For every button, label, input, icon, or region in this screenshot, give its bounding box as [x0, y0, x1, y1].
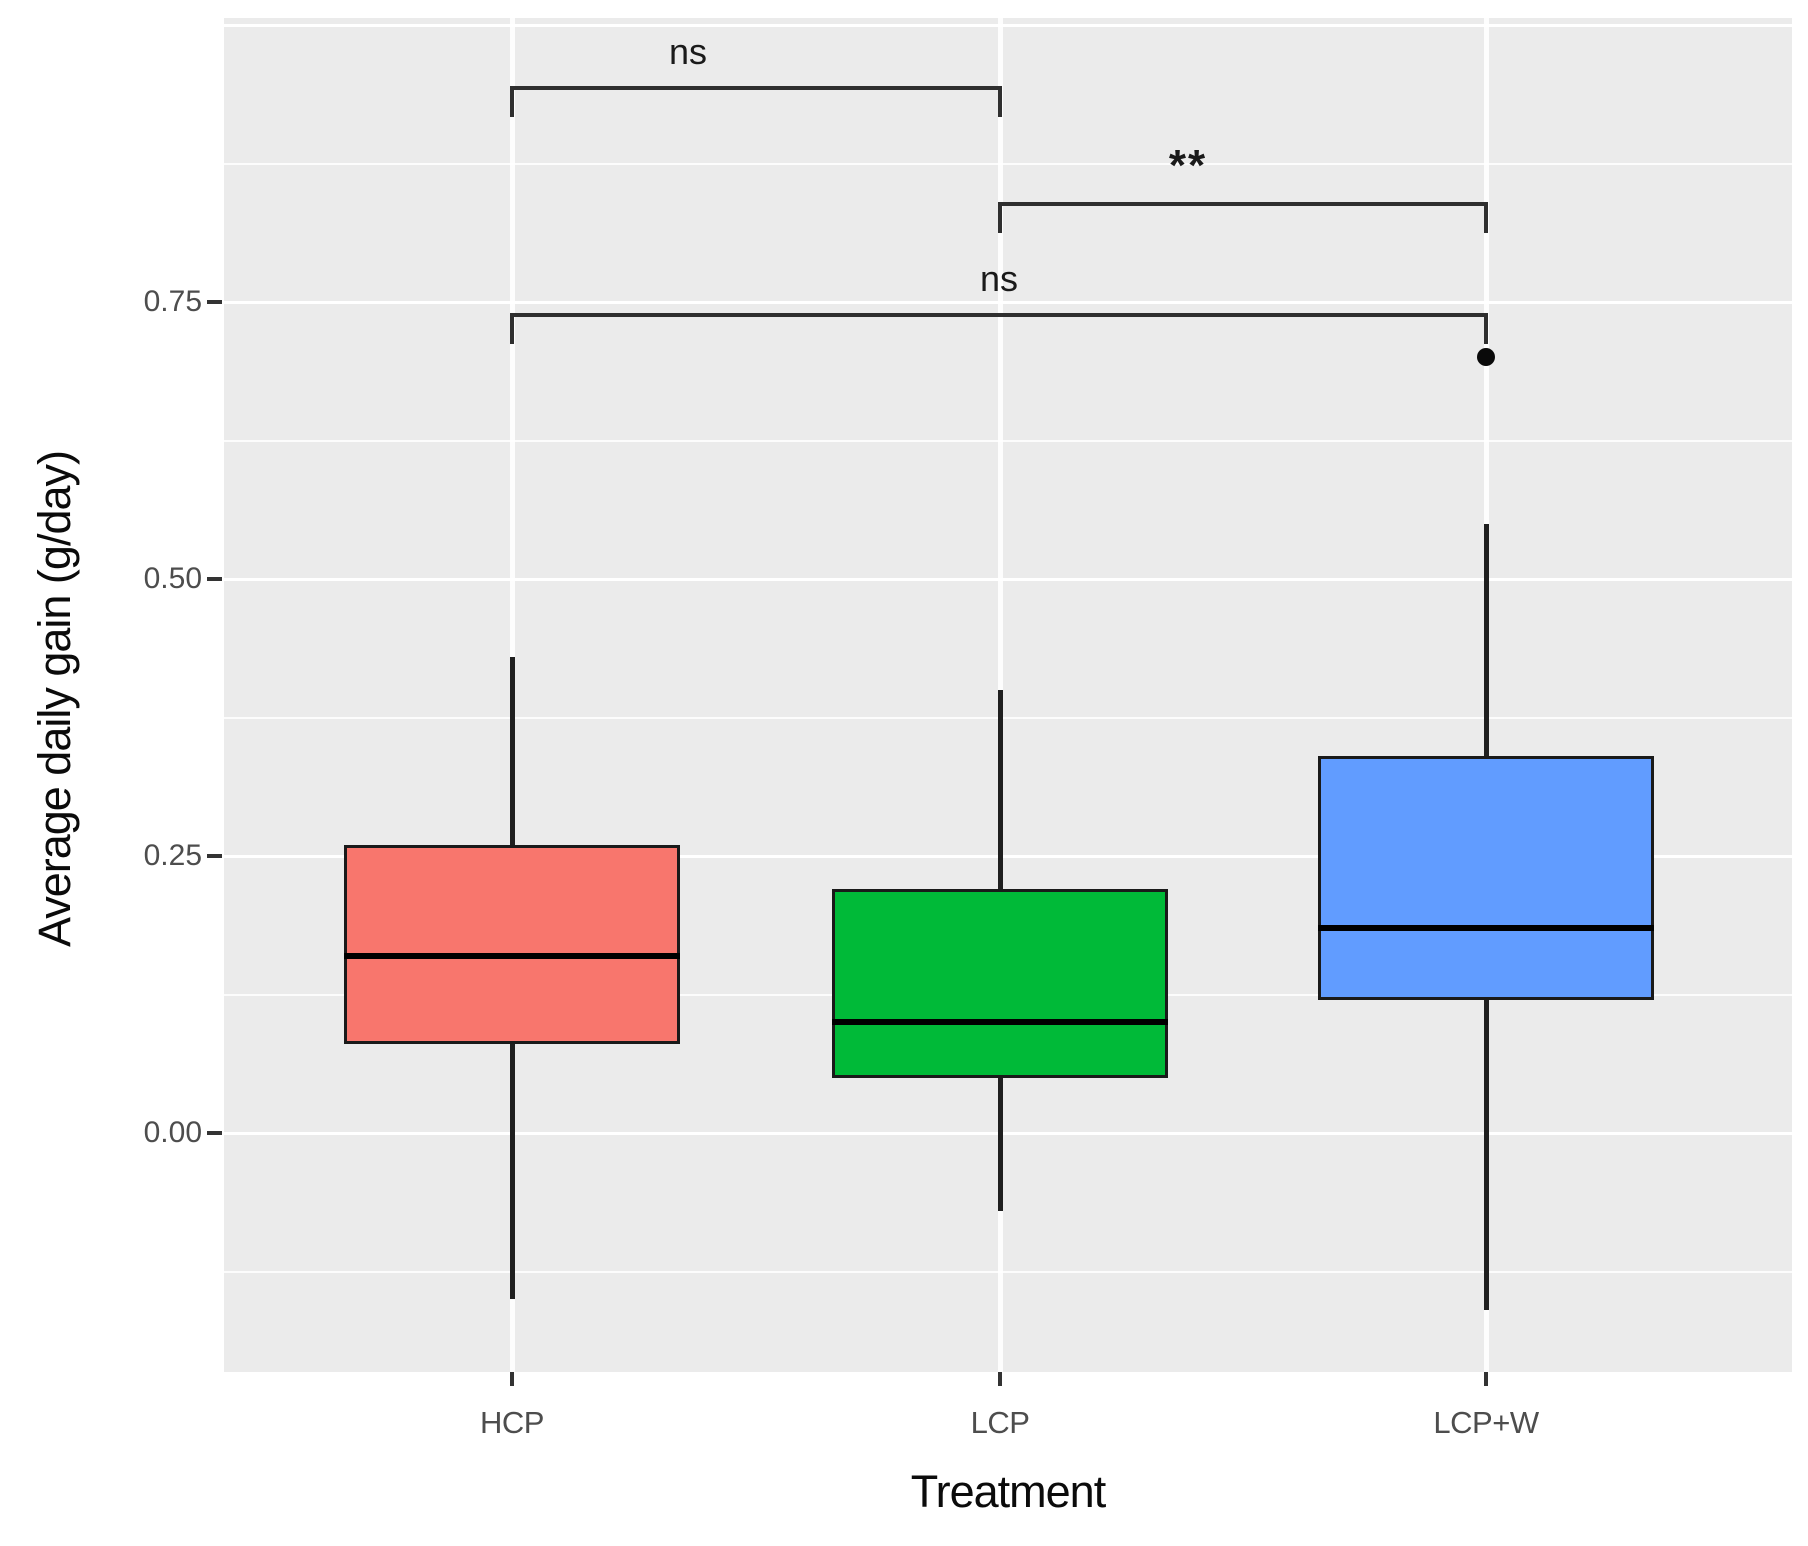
- significance-label-HCP-LCP+W: ns: [979, 258, 1019, 300]
- y-tick-label: 0.00: [143, 1116, 202, 1149]
- x-tick-mark: [510, 1372, 514, 1386]
- median-HCP: [344, 952, 680, 959]
- gridline-minor: [224, 439, 1792, 442]
- significance-bracket-HCP-LCP+W: [510, 313, 1488, 345]
- gridline-minor: [224, 716, 1792, 719]
- y-tick-label: 0.25: [143, 839, 202, 872]
- significance-bracket-HCP-LCP: [510, 85, 1002, 117]
- gridline-major: [224, 854, 1792, 858]
- gridline-major: [224, 577, 1792, 581]
- x-tick-mark: [998, 1372, 1002, 1386]
- median-LCP: [832, 1019, 1168, 1026]
- gridline-minor: [224, 162, 1792, 165]
- gridline-minor: [224, 1270, 1792, 1273]
- x-tick-mark: [1484, 1372, 1488, 1386]
- x-tick-label: LCP: [970, 1405, 1030, 1440]
- y-tick-mark: [207, 1131, 222, 1135]
- significance-label-LCP-LCP+W: **: [1168, 141, 1208, 191]
- x-tick-label: LCP+W: [1433, 1405, 1539, 1440]
- significance-label-HCP-LCP: ns: [668, 30, 708, 72]
- y-axis-title: Average daily gain (g/day): [29, 451, 80, 947]
- plot-panel: ns ** ns: [224, 18, 1792, 1372]
- box-LCP: [832, 889, 1168, 1078]
- gridline-major: [224, 23, 1792, 27]
- gridline-major: [224, 300, 1792, 304]
- y-tick-label: 0.50: [143, 562, 202, 595]
- y-tick-mark: [207, 300, 222, 304]
- median-LCP+W: [1318, 925, 1654, 932]
- gridline-major: [224, 1131, 1792, 1135]
- box-HCP: [344, 844, 680, 1045]
- x-axis-title: Treatment: [910, 1466, 1106, 1517]
- y-tick-label: 0.75: [143, 285, 202, 318]
- x-tick-label: HCP: [480, 1405, 544, 1440]
- y-tick-mark: [207, 854, 222, 858]
- significance-bracket-LCP-LCP+W: [998, 202, 1488, 234]
- outlier-point-LCP+W: [1477, 348, 1495, 367]
- y-tick-mark: [207, 577, 222, 581]
- box-LCP+W: [1318, 756, 1654, 1001]
